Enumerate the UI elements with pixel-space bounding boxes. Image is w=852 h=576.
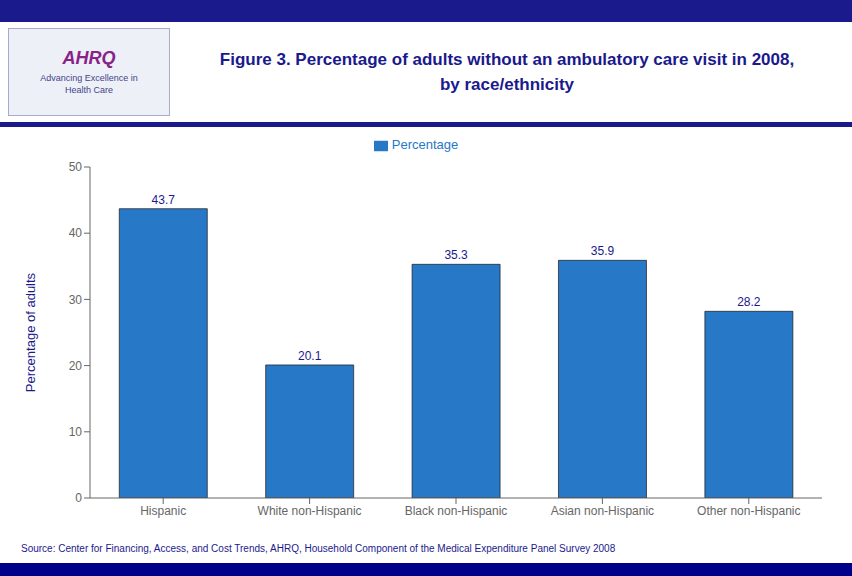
svg-text:10: 10: [69, 425, 83, 439]
svg-text:35.9: 35.9: [591, 244, 615, 258]
html-text:AHRQ: AHRQ: [62, 47, 116, 68]
html-text:Percentage: Percentage: [391, 137, 459, 152]
svg-text:20: 20: [69, 359, 83, 373]
svg-text:35.3: 35.3: [444, 248, 468, 262]
html-text:Advancing Excellence in Health: Advancing Excellence in Health Care: [40, 72, 138, 95]
svg-text:Black non-Hispanic: Black non-Hispanic: [405, 504, 508, 518]
svg-text:28.2: 28.2: [737, 295, 761, 309]
svg-text:Percentage of adults: Percentage of adults: [23, 272, 38, 392]
svg-text:White non-Hispanic: White non-Hispanic: [258, 504, 362, 518]
html-text:Source: Center for Financing,: Source: Center for Financing, Access, an…: [21, 542, 616, 554]
svg-text:Hispanic: Hispanic: [140, 504, 186, 518]
svg-text:30: 30: [69, 293, 83, 307]
svg-text:0: 0: [75, 491, 82, 505]
svg-text:20.1: 20.1: [298, 349, 322, 363]
svg-text:50: 50: [69, 160, 83, 174]
html-text:Figure 3. Percentage of adults: Figure 3. Percentage of adults without a…: [219, 49, 795, 94]
svg-text:40: 40: [69, 226, 83, 240]
svg-text:Asian non-Hispanic: Asian non-Hispanic: [551, 504, 654, 518]
svg-text:43.7: 43.7: [152, 193, 176, 207]
svg-text:Other non-Hispanic: Other non-Hispanic: [697, 504, 800, 518]
